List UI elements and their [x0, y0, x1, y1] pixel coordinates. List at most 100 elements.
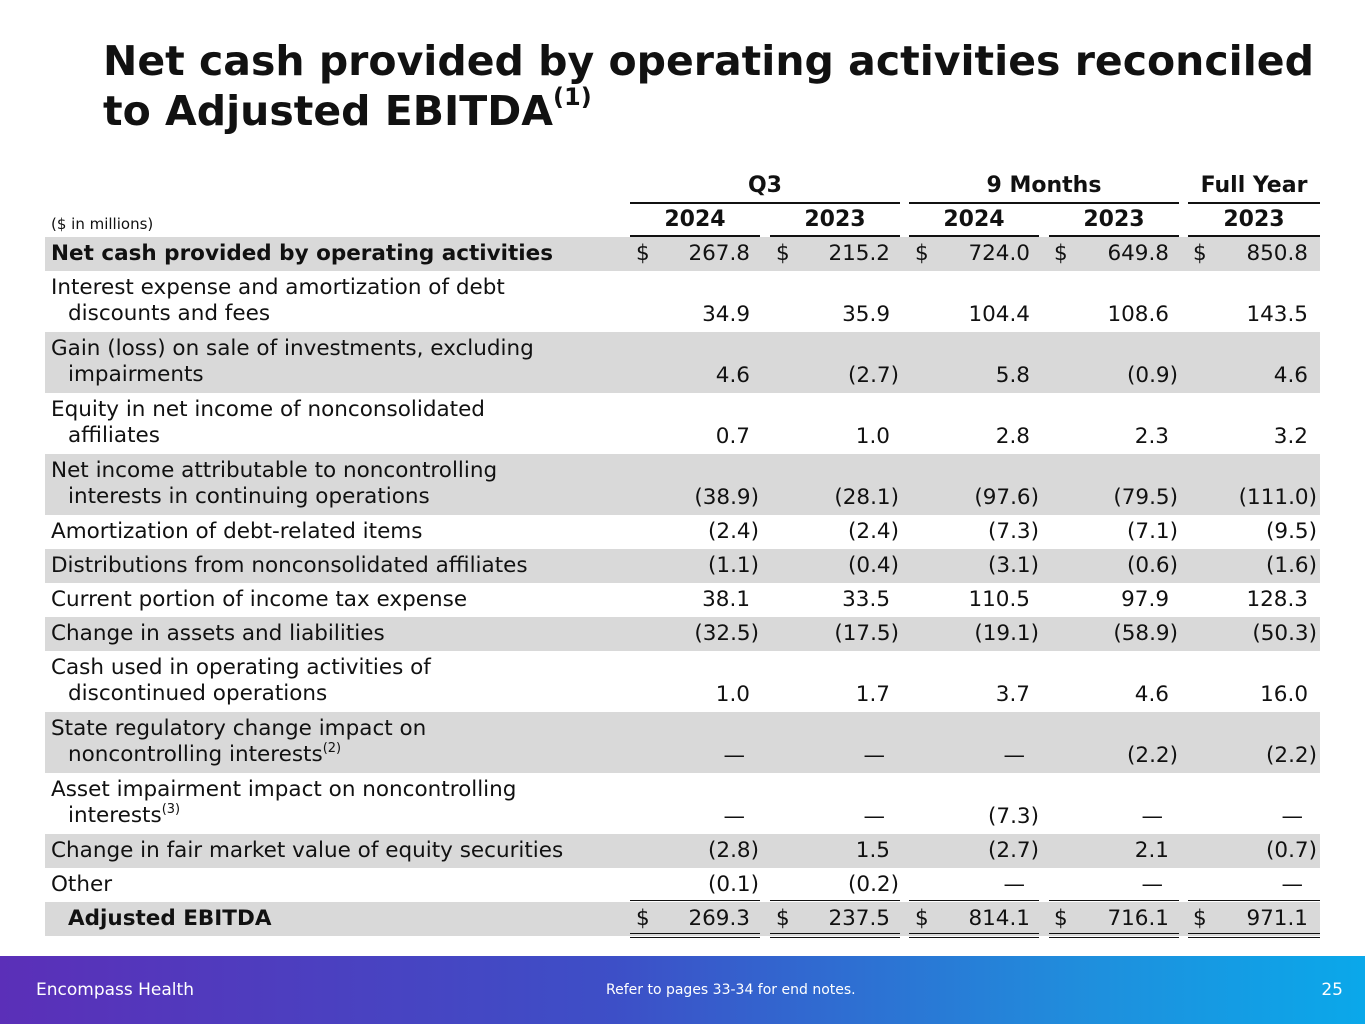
- value-q3-2023: —: [863, 804, 886, 829]
- header-year-rule-2: [770, 235, 900, 237]
- value-q3-2024: (2.8): [708, 838, 759, 863]
- currency-symbol: $: [636, 241, 650, 266]
- footer-bar: Encompass Health Refer to pages 33-34 fo…: [0, 956, 1365, 1024]
- value-q3-2023: 35.9: [842, 302, 890, 327]
- subtotal-rule: [909, 900, 1039, 901]
- value-q3-2023: (0.2): [848, 872, 899, 897]
- page-title: Net cash provided by operating activitie…: [103, 36, 1323, 136]
- table-row-asset-impairment: Asset impairment impact on noncontrollin…: [45, 773, 1320, 834]
- row-label: Cash used in operating activities of disc…: [51, 655, 431, 706]
- header-year-rule-3: [909, 235, 1039, 237]
- value-9m-2024: 5.8: [995, 363, 1030, 388]
- header-year-9m-2024: 2024: [943, 207, 1005, 232]
- currency-symbol: $: [1054, 241, 1068, 266]
- value-9m-2024: 2.8: [995, 424, 1030, 449]
- value-9m-2023: (2.2): [1127, 743, 1178, 768]
- currency-symbol: $: [915, 241, 929, 266]
- value-fy-2023: 4.6: [1273, 363, 1308, 388]
- header-year-q3-2023: 2023: [804, 207, 866, 232]
- row-label: Net cash provided by operating activitie…: [51, 241, 554, 266]
- units-note: ($ in millions): [51, 215, 154, 233]
- value-fy-2023: (50.3): [1252, 621, 1317, 646]
- value-fy-2023: 143.5: [1246, 302, 1308, 327]
- reconciliation-table: Net cash provided by operating activitie…: [45, 237, 1320, 938]
- value-9m-2023: 97.9: [1121, 587, 1169, 612]
- footnote-marker: (2): [322, 741, 342, 756]
- value-q3-2024: —: [723, 743, 746, 768]
- value-9m-2023: 108.6: [1107, 302, 1169, 327]
- table-row-interest-expense: Interest expense and amortization of deb…: [45, 271, 1320, 332]
- value-q3-2023: (2.7): [848, 363, 899, 388]
- value-9m-2023: (0.9): [1127, 363, 1178, 388]
- total-double-rule: [1188, 933, 1320, 938]
- row-label: Current portion of income tax expense: [51, 587, 468, 612]
- currency-symbol: $: [1054, 906, 1068, 931]
- value-q3-2024: 4.6: [715, 363, 750, 388]
- value-9m-2023: (7.1): [1127, 519, 1178, 544]
- table-row-noncontrolling-interests: Net income attributable to noncontrollin…: [45, 454, 1320, 515]
- value-q3-2023: (28.1): [834, 485, 899, 510]
- row-label: Asset impairment impact on noncontrollin…: [51, 777, 517, 828]
- table-row-income-tax: Current portion of income tax expense 38…: [45, 583, 1320, 617]
- value-q3-2024: 267.8: [688, 241, 750, 266]
- value-q3-2024: —: [723, 804, 746, 829]
- table-row-gain-loss-investments: Gain (loss) on sale of investments, excl…: [45, 332, 1320, 393]
- value-q3-2024: (38.9): [694, 485, 759, 510]
- row-label: Net income attributable to noncontrollin…: [51, 458, 498, 509]
- header-year-q3-2024: 2024: [664, 207, 726, 232]
- footnote-marker: (3): [161, 802, 181, 817]
- value-9m-2024: —: [1003, 743, 1026, 768]
- value-q3-2023: (0.4): [848, 553, 899, 578]
- value-fy-2023: —: [1281, 804, 1304, 829]
- value-fy-2023: 850.8: [1246, 241, 1308, 266]
- value-q3-2024: (32.5): [694, 621, 759, 646]
- value-9m-2024: (2.7): [988, 838, 1039, 863]
- header-group-9-months: 9 Months: [986, 173, 1102, 198]
- row-label: Equity in net income of nonconsolidated a…: [51, 397, 485, 448]
- table-row-amortization-debt: Amortization of debt-related items (2.4)…: [45, 515, 1320, 549]
- total-double-rule: [1049, 933, 1179, 938]
- table-row-adjusted-ebitda: Adjusted EBITDA $ 269.3 $ 237.5 $ 814.1 …: [45, 902, 1320, 938]
- value-9m-2023: 716.1: [1107, 906, 1169, 931]
- row-label: Change in assets and liabilities: [51, 621, 385, 646]
- table-row-fair-market-value: Change in fair market value of equity se…: [45, 834, 1320, 868]
- row-label: Interest expense and amortization of deb…: [51, 275, 505, 326]
- table-row-equity-income: Equity in net income of nonconsolidated a…: [45, 393, 1320, 454]
- value-fy-2023: 3.2: [1273, 424, 1308, 449]
- value-q3-2023: (2.4): [848, 519, 899, 544]
- total-double-rule: [630, 933, 760, 938]
- value-9m-2024: (3.1): [988, 553, 1039, 578]
- subtotal-rule: [770, 900, 900, 901]
- header-year-9m-2023: 2023: [1083, 207, 1145, 232]
- table-row-discontinued-operations: Cash used in operating activities of disc…: [45, 651, 1320, 712]
- value-9m-2024: —: [1003, 872, 1026, 897]
- value-9m-2023: 2.3: [1134, 424, 1169, 449]
- currency-symbol: $: [636, 906, 650, 931]
- value-fy-2023: (9.5): [1266, 519, 1317, 544]
- value-fy-2023: —: [1281, 872, 1304, 897]
- value-9m-2024: (97.6): [974, 485, 1039, 510]
- currency-symbol: $: [1193, 241, 1207, 266]
- value-q3-2024: 38.1: [702, 587, 750, 612]
- header-group-full-year: Full Year: [1200, 173, 1308, 198]
- value-fy-2023: 971.1: [1246, 906, 1308, 931]
- value-q3-2024: 34.9: [702, 302, 750, 327]
- value-q3-2023: 33.5: [842, 587, 890, 612]
- value-fy-2023: (111.0): [1238, 485, 1317, 510]
- total-double-rule: [909, 933, 1039, 938]
- value-q3-2023: 1.0: [855, 424, 890, 449]
- value-fy-2023: (2.2): [1266, 743, 1317, 768]
- total-double-rule: [770, 933, 900, 938]
- header-year-fy-2023: 2023: [1223, 207, 1285, 232]
- row-label: Distributions from nonconsolidated affil…: [51, 553, 528, 578]
- page-number: 25: [1321, 980, 1343, 1000]
- value-9m-2023: 2.1: [1134, 838, 1169, 863]
- value-9m-2024: 104.4: [968, 302, 1030, 327]
- value-9m-2024: 3.7: [995, 682, 1030, 707]
- value-q3-2024: (1.1): [708, 553, 759, 578]
- row-label: Change in fair market value of equity se…: [51, 838, 564, 863]
- currency-symbol: $: [915, 906, 929, 931]
- value-q3-2023: 1.5: [855, 838, 890, 863]
- value-q3-2024: 1.0: [715, 682, 750, 707]
- footer-endnote: Refer to pages 33-34 for end notes.: [606, 982, 856, 998]
